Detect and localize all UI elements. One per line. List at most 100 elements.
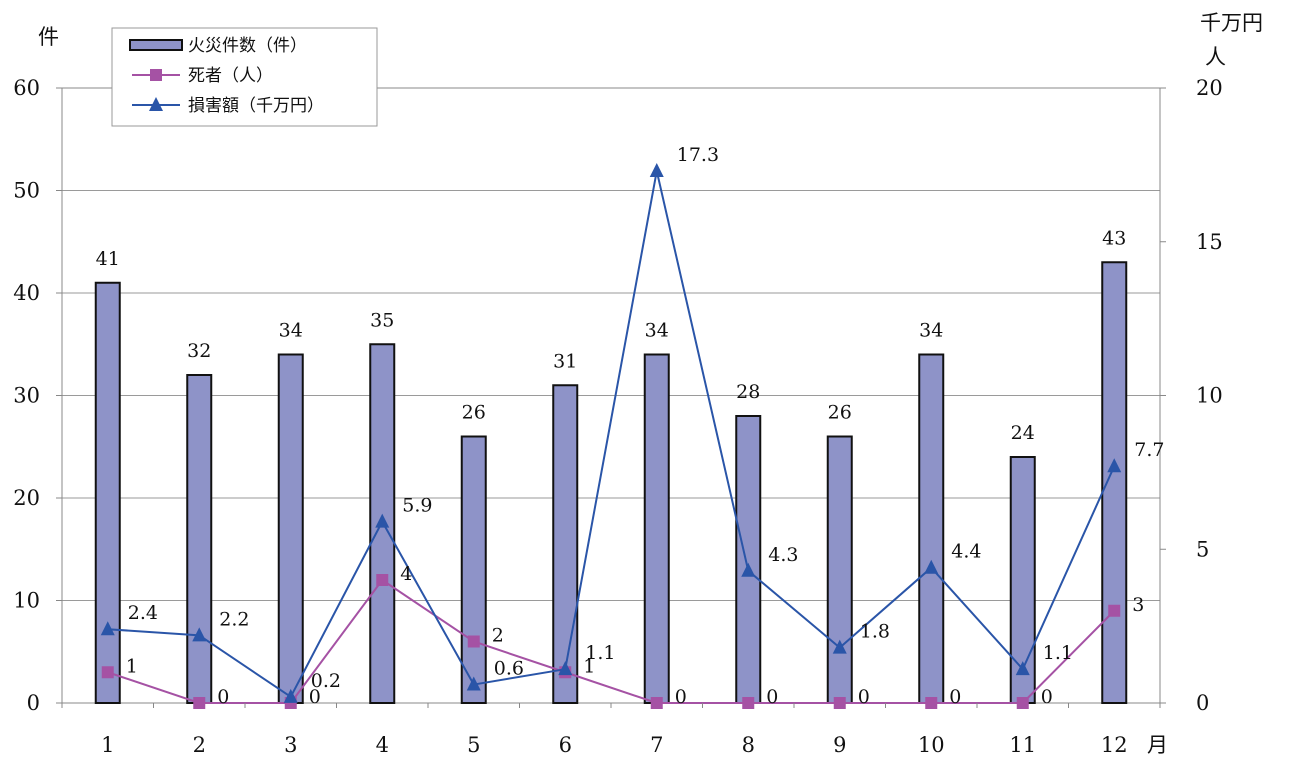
square-marker — [1108, 604, 1121, 617]
x-tick-label: 5 — [467, 733, 480, 757]
line-value-label: 0 — [1041, 686, 1053, 708]
line-value-label: 0 — [858, 686, 870, 708]
x-tick-label: 12 — [1101, 733, 1128, 757]
line-value-label: 0 — [217, 686, 229, 708]
gridlines — [62, 190, 1160, 601]
x-tick-label: 2 — [193, 733, 206, 757]
x-tick-label: 11 — [1009, 733, 1036, 757]
legend-label: 火災件数（件） — [188, 36, 307, 56]
bar-value-label: 34 — [279, 320, 303, 342]
series-line — [107, 170, 1116, 699]
y-right-tick-label: 15 — [1196, 230, 1223, 254]
square-marker — [925, 697, 938, 709]
line-value-label: 1.1 — [1043, 642, 1073, 664]
legend-label: 損害額（千万円） — [188, 96, 324, 116]
y-right-tick-label: 20 — [1196, 76, 1223, 100]
triangle-marker — [832, 639, 847, 654]
triangle-marker — [924, 559, 939, 574]
legend: 火災件数（件） 死者（人） 損害額（千万円） — [111, 27, 378, 127]
bar — [918, 353, 945, 704]
y-left-tick-label: 40 — [13, 281, 40, 305]
triangle-marker — [558, 661, 573, 676]
line-value-label: 0 — [675, 686, 687, 708]
y-left-tick-label: 0 — [27, 691, 40, 715]
x-tick-label: 6 — [559, 733, 572, 757]
line-value-label: 0 — [309, 686, 321, 708]
bar — [460, 435, 487, 704]
triangle-marker — [649, 163, 664, 178]
line-value-label: 7.7 — [1134, 439, 1164, 461]
line-value-label: 0.6 — [494, 658, 524, 680]
bar — [643, 353, 670, 704]
y-left-tick-label: 10 — [13, 589, 40, 613]
line-series — [100, 163, 1122, 709]
bar-value-label: 31 — [553, 350, 577, 372]
bar-value-label: 41 — [96, 248, 120, 270]
triangle-marker — [375, 513, 390, 528]
y-left-tick-label: 50 — [13, 179, 40, 203]
line-value-label: 4.4 — [951, 541, 981, 563]
bar — [552, 384, 579, 704]
square-marker — [467, 635, 480, 648]
bar-value-label: 26 — [462, 402, 486, 424]
x-axis-unit: 月 — [1147, 733, 1168, 757]
square-marker — [833, 697, 846, 709]
triangle-marker — [741, 562, 756, 577]
triangle-marker — [466, 676, 481, 691]
y-left-tick-label: 20 — [13, 486, 40, 510]
line-value-label: 3 — [1132, 594, 1144, 616]
y-axis-right-label-bottom: 人 — [1205, 45, 1226, 69]
square-marker — [742, 697, 755, 709]
legend-square-marker — [150, 69, 162, 81]
x-tick-label: 3 — [284, 733, 297, 757]
line-value-label: 1 — [126, 655, 138, 677]
series-line — [107, 578, 1115, 704]
x-tick-label: 7 — [650, 733, 663, 757]
line-value-label: 5.9 — [402, 495, 432, 517]
line-value-label: 1.1 — [585, 642, 615, 664]
line-value-label: 0.2 — [311, 670, 341, 692]
triangle-marker — [1015, 661, 1030, 676]
square-marker — [650, 697, 663, 709]
line-value-label: 0 — [766, 686, 778, 708]
y-left-tick-label: 30 — [13, 384, 40, 408]
bar — [735, 415, 762, 704]
bar-value-label: 43 — [1102, 227, 1126, 249]
line-value-label: 1.8 — [860, 621, 890, 643]
x-tick-label: 4 — [376, 733, 389, 757]
x-tick-label: 9 — [833, 733, 846, 757]
line-value-label: 0 — [949, 686, 961, 708]
legend-triangle-marker — [149, 97, 163, 111]
bar-value-label: 34 — [919, 320, 943, 342]
bar — [94, 281, 121, 704]
square-marker — [101, 666, 114, 679]
line-value-label: 1 — [583, 655, 595, 677]
bar-value-label: 26 — [828, 402, 852, 424]
square-marker — [1016, 697, 1029, 709]
square-marker — [193, 697, 206, 709]
x-tick-label: 8 — [742, 733, 755, 757]
line-value-label: 4.3 — [768, 544, 798, 566]
bar-value-label: 24 — [1011, 422, 1035, 444]
legend-label: 死者（人） — [188, 66, 273, 86]
square-marker — [376, 574, 389, 586]
y-axis-left-label: 件 — [38, 25, 59, 49]
triangle-marker — [283, 688, 298, 703]
bar-value-label: 28 — [736, 381, 760, 403]
triangle-marker — [192, 627, 207, 642]
triangle-marker — [1107, 458, 1122, 473]
line-value-label: 2 — [492, 625, 504, 647]
line-value-label: 2.2 — [219, 608, 249, 630]
y-right-tick-label: 0 — [1196, 691, 1209, 715]
bar-value-label: 32 — [187, 340, 211, 362]
x-tick-label: 1 — [101, 733, 114, 757]
bar — [826, 435, 853, 704]
triangle-marker — [100, 621, 115, 636]
y-right-tick-label: 5 — [1196, 537, 1209, 561]
y-axis-right-label-top: 千万円 — [1200, 11, 1263, 35]
legend-bar-swatch — [129, 39, 183, 51]
line-value-label: 4 — [400, 563, 412, 585]
bar — [186, 374, 213, 704]
